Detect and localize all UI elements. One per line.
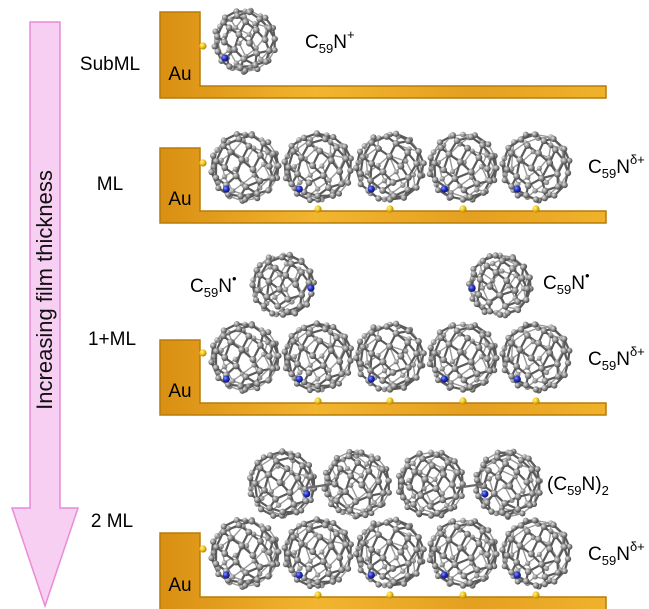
fullerene-molecule: [208, 321, 282, 394]
substrate-label: Au: [168, 189, 191, 210]
sulfur-atom: [314, 205, 322, 213]
nitrogen-atom: [367, 571, 375, 579]
sulfur-atom: [199, 159, 207, 167]
sulfur-atom: [199, 545, 207, 553]
fullerene-molecule: [499, 517, 573, 590]
fullerene-molecule: [466, 252, 534, 319]
sulfur-atom: [386, 591, 394, 599]
nitrogen-atom: [440, 375, 448, 383]
sulfur-atom: [314, 397, 322, 405]
nitrogen-atom: [221, 54, 229, 62]
gold-substrate: Au: [159, 339, 607, 416]
arrow-label: Increasing film thickness: [32, 170, 57, 410]
sulfur-atom: [386, 205, 394, 213]
nitrogen-atom: [513, 375, 521, 383]
species-label: C59Nδ+: [588, 344, 645, 373]
panel-2ml: 2 ML Au C59Nδ+ (C59N)2: [91, 448, 645, 609]
sulfur-atom: [199, 42, 207, 50]
nitrogen-atom: [222, 185, 230, 193]
nitrogen-atom: [307, 284, 315, 292]
panel-label: SubML: [80, 54, 140, 75]
fullerene-molecule: [249, 251, 317, 318]
nitrogen-atom: [222, 571, 230, 579]
sulfur-atom: [314, 591, 322, 599]
nitrogen-atom: [295, 375, 303, 383]
sulfur-atom: [459, 397, 467, 405]
nitrogen-atom: [295, 185, 303, 193]
nitrogen-atom: [468, 284, 476, 292]
gold-substrate: Au: [159, 11, 607, 99]
fullerene-molecule: [321, 448, 392, 520]
nitrogen-atom: [440, 185, 448, 193]
panel-label: 1+ML: [88, 329, 136, 350]
panel-label: 2 ML: [91, 511, 133, 532]
fullerene-molecule: [208, 517, 282, 590]
nitrogen-atom: [513, 185, 521, 193]
species-label: C59N•: [543, 268, 590, 297]
sulfur-atom: [199, 349, 207, 357]
sulfur-atom: [459, 591, 467, 599]
sulfur-atom: [532, 591, 540, 599]
fullerene-molecule: [395, 449, 466, 519]
fullerene-molecule: [281, 320, 354, 394]
sulfur-atom: [532, 397, 540, 405]
species-label: C59N•: [190, 271, 237, 300]
fullerene-molecule: [499, 131, 573, 204]
nitrogen-atom: [513, 571, 521, 579]
fullerene-molecule: [426, 321, 500, 393]
fullerene-molecule: [473, 448, 544, 520]
species-label: C59N+: [305, 27, 355, 56]
sulfur-atom: [532, 205, 540, 213]
fullerene-molecule: [247, 448, 318, 519]
fullerene-molecule: [426, 517, 500, 589]
substrate-label: Au: [168, 575, 191, 596]
substrate-label: Au: [168, 64, 191, 85]
panel-subml: SubML Au C59N+: [80, 7, 607, 99]
fullerene-molecule: [353, 516, 427, 589]
thickness-arrow: Increasing film thickness: [10, 21, 80, 609]
nitrogen-atom: [367, 375, 375, 383]
fullerene-molecule: [426, 131, 500, 203]
species-label: C59Nδ+: [588, 152, 645, 181]
fullerene-molecule: [211, 7, 278, 75]
panels: SubML Au C59N+ ML Au C59Nδ+ 1+ML Au C59Nδ+ C59N• C…: [80, 7, 645, 609]
substrate-label: Au: [168, 381, 191, 402]
nitrogen-atom: [295, 571, 303, 579]
fullerene-molecule: [281, 516, 354, 590]
nitrogen-atom: [303, 490, 311, 498]
fullerene-molecule: [353, 130, 427, 203]
panel-1ml: 1+ML Au C59Nδ+ C59N• C59N•: [88, 251, 645, 416]
arrow-shape: [10, 21, 80, 609]
species-label: (C59N)2: [547, 474, 609, 498]
sulfur-atom: [386, 397, 394, 405]
fullerene-molecule: [499, 321, 573, 394]
panel-label: ML: [97, 174, 123, 195]
nitrogen-atom: [440, 571, 448, 579]
panel-ml: ML Au C59Nδ+: [97, 130, 645, 224]
sulfur-atom: [459, 205, 467, 213]
fullerene-molecule: [281, 130, 354, 204]
fullerene-molecule: [353, 320, 427, 393]
gold-substrate: Au: [159, 147, 607, 224]
species-label: C59Nδ+: [588, 539, 645, 568]
fullerene-molecule: [208, 131, 282, 204]
nitrogen-atom: [367, 185, 375, 193]
nitrogen-atom: [222, 375, 230, 383]
nitrogen-atom: [481, 490, 489, 498]
gold-substrate: Au: [159, 532, 607, 609]
